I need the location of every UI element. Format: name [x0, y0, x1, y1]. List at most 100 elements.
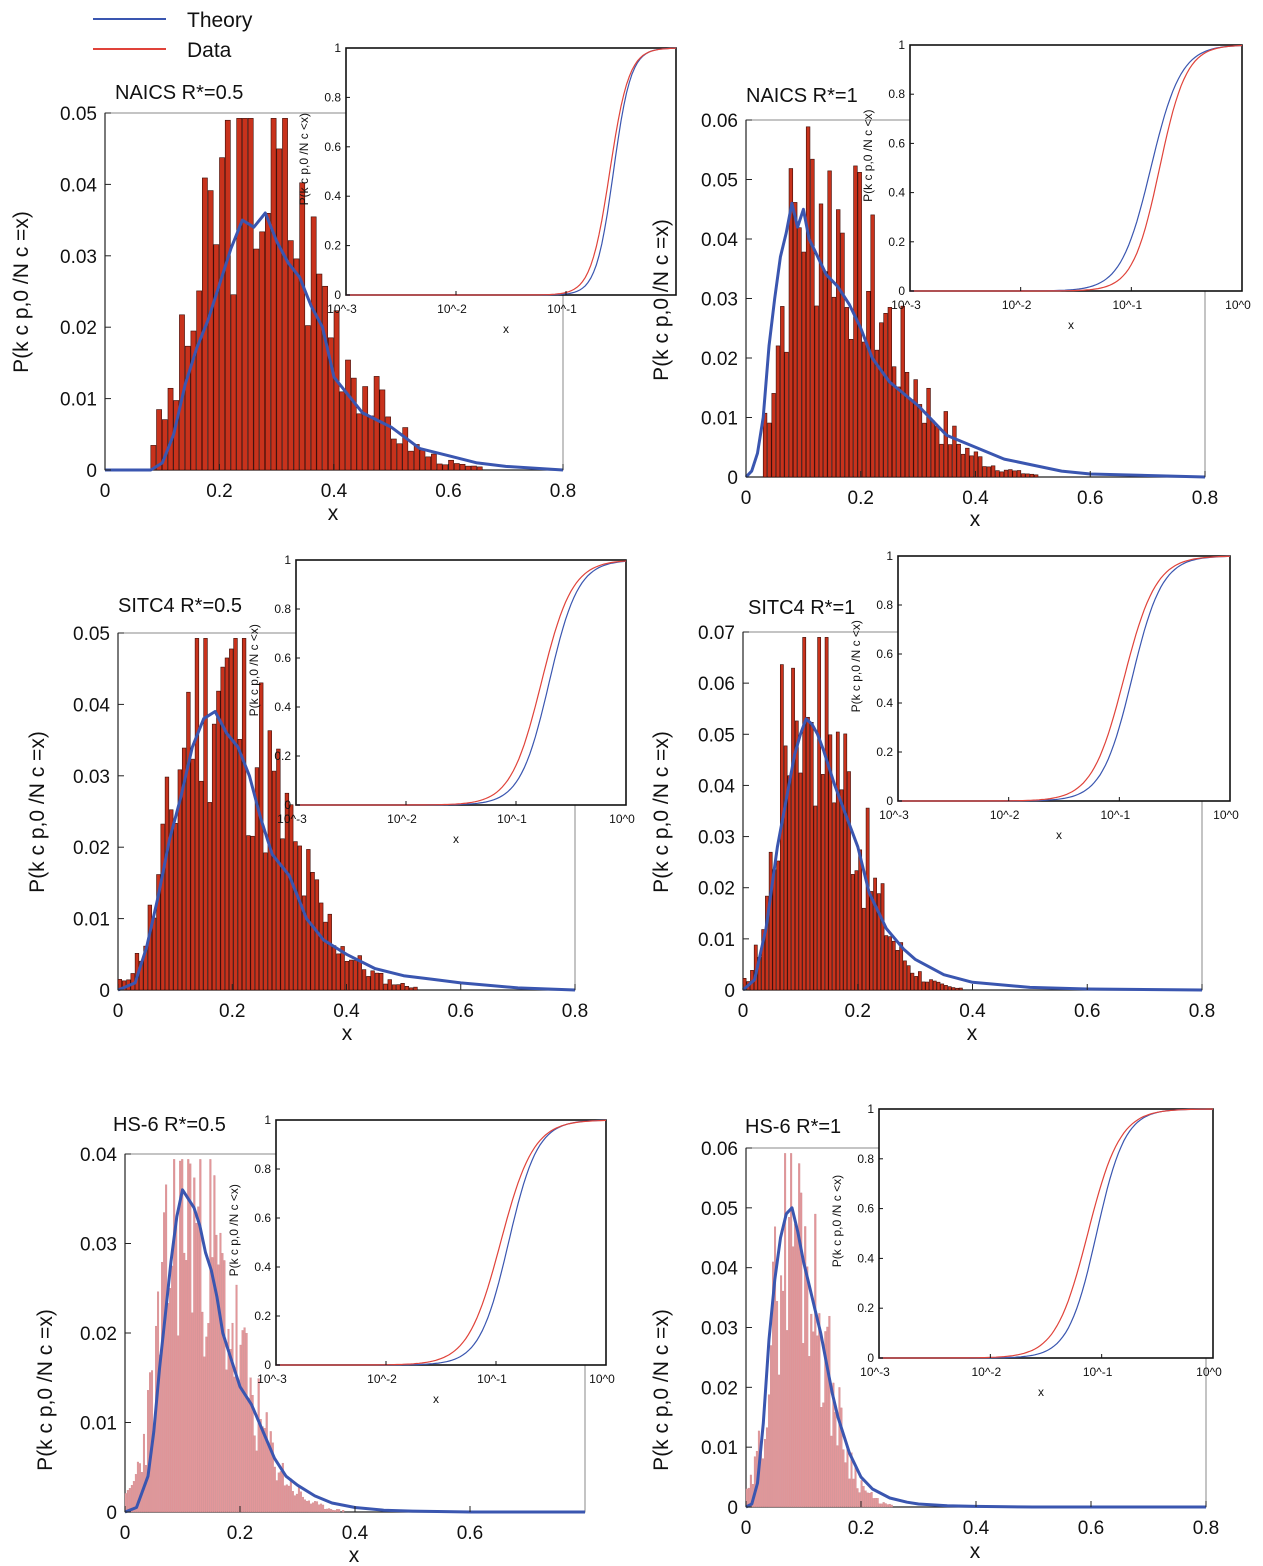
- y-tick-label: 0: [727, 1498, 738, 1519]
- histogram-bar: [876, 1498, 879, 1508]
- histogram-bar: [888, 936, 892, 991]
- histogram-bar: [340, 946, 345, 991]
- inset-y-tick-label: 0.6: [324, 140, 341, 154]
- y-tick-label: 0.01: [698, 930, 735, 951]
- y-tick-label: 0.05: [701, 171, 738, 192]
- y-tick-label: 0.06: [701, 111, 738, 132]
- histogram-bar: [860, 1480, 863, 1508]
- inset-x-axis-label: x: [1068, 318, 1074, 332]
- histogram-bar: [1003, 469, 1009, 478]
- inset-y-tick-label: 0.2: [324, 239, 341, 253]
- inset-x-tick-label: 10^-2: [367, 1372, 397, 1386]
- inset-x-axis-label: x: [1038, 1385, 1044, 1399]
- histogram-bar: [866, 291, 871, 478]
- y-tick-label: 0.03: [60, 247, 97, 268]
- histogram-bar: [955, 987, 960, 991]
- histogram-bar: [263, 852, 268, 991]
- y-tick-label: 0.02: [80, 1324, 117, 1345]
- panel-2: 0 0.01 0.02 0.03 0.04 0.05 0.06 0 0.2 0.4 0.6 0.8 NA…: [650, 38, 1251, 531]
- histogram-bar: [366, 976, 371, 991]
- histogram-bar: [134, 1474, 137, 1513]
- histogram-bar: [267, 1445, 270, 1513]
- histogram-bar: [476, 466, 483, 471]
- histogram-bar: [808, 1356, 811, 1508]
- histogram-bar: [990, 465, 996, 478]
- histogram-bar: [921, 981, 926, 991]
- histogram-bar: [890, 1504, 893, 1508]
- histogram-bar: [245, 1333, 248, 1513]
- inset-x-axis-label: x: [1056, 828, 1062, 842]
- histogram-bar: [276, 148, 283, 471]
- histogram-bar: [969, 455, 974, 478]
- histogram-bar: [396, 443, 403, 471]
- theory-line: [124, 1188, 585, 1514]
- histogram-bar: [259, 682, 264, 991]
- histogram-bar: [293, 841, 298, 991]
- x-tick-label: 0.6: [448, 1001, 474, 1022]
- histogram-bar: [273, 1466, 276, 1513]
- x-tick-label: 0.2: [848, 1518, 874, 1539]
- histogram-bar: [876, 893, 881, 991]
- histogram-bar: [353, 960, 358, 991]
- histogram-bar: [167, 1303, 170, 1513]
- histogram-bar: [243, 1327, 246, 1513]
- legend-data-label: Data: [187, 39, 232, 62]
- histogram-bar: [1029, 473, 1035, 478]
- histogram-bar: [336, 953, 341, 991]
- theory-line: [105, 211, 564, 472]
- histogram-bar: [824, 637, 829, 991]
- histogram-bar: [184, 345, 191, 471]
- y-axis-label: P(k c p,0 /N c =x): [650, 731, 673, 893]
- inset-x-tick-label: 10^-3: [879, 808, 909, 822]
- x-tick-label: 0.6: [457, 1523, 483, 1544]
- histogram-bar: [886, 1504, 889, 1508]
- histogram-bar: [761, 929, 766, 991]
- panel-3: 0 0.01 0.02 0.03 0.04 0.05 0 0.2 0.4 0.6 0.8 SITC4 …: [26, 553, 635, 1045]
- histogram-bar: [328, 1508, 331, 1513]
- histogram-bar: [297, 845, 302, 991]
- histogram-bar: [173, 1159, 176, 1513]
- y-axis-label-text: P(k c p,0 /N c =x): [650, 731, 673, 893]
- histogram-bar: [848, 1478, 851, 1508]
- histogram-bar: [818, 203, 824, 478]
- histogram-bar: [305, 1500, 308, 1513]
- histogram-bar: [846, 1445, 849, 1508]
- histogram-bar: [193, 1177, 196, 1513]
- histogram-bar: [834, 1412, 837, 1508]
- x-axis-label: x: [349, 1544, 360, 1566]
- histogram-bar: [148, 1372, 152, 1513]
- y-tick-label: 0.05: [60, 104, 97, 125]
- x-tick-label: 0: [120, 1523, 131, 1544]
- histogram-bar: [793, 202, 798, 478]
- x-tick-label: 0.8: [1192, 488, 1218, 509]
- inset-y-tick-label: 0.6: [876, 647, 893, 661]
- inset-y-axis-label-text: P(k c p,0 /N c <x): [830, 1175, 844, 1267]
- inset-x-tick-label: 10^-3: [891, 298, 921, 312]
- x-axis-label: x: [342, 1022, 353, 1045]
- histogram-bar: [203, 638, 208, 991]
- inset-x-tick-label: 10^-2: [387, 812, 417, 826]
- histogram-bar: [236, 118, 243, 471]
- histogram-bar: [235, 1284, 238, 1513]
- y-tick-label: 0: [727, 468, 738, 489]
- histogram-bar: [765, 895, 769, 991]
- histogram-bar: [909, 399, 914, 478]
- inset-y-axis-label: P(k c p,0 /N c <x): [849, 620, 863, 712]
- histogram-bar: [787, 775, 792, 991]
- histogram-bar: [798, 1163, 801, 1508]
- histogram-bar: [356, 413, 363, 471]
- histogram-bar: [884, 935, 889, 991]
- x-tick-label: 0.2: [227, 1523, 253, 1544]
- theory-line: [117, 710, 576, 992]
- histogram-bar: [249, 1377, 252, 1513]
- histogram-bar: [850, 1452, 853, 1508]
- histogram-bar: [848, 338, 854, 478]
- histogram-bar: [312, 1502, 315, 1513]
- histogram-bar: [1025, 473, 1030, 478]
- histogram-bar: [874, 1497, 877, 1508]
- panel-title: HS-6 R*=0.5: [113, 1114, 226, 1136]
- y-tick-label: 0.04: [698, 776, 735, 797]
- histogram-bar: [146, 1390, 149, 1513]
- histogram-bar: [224, 119, 231, 471]
